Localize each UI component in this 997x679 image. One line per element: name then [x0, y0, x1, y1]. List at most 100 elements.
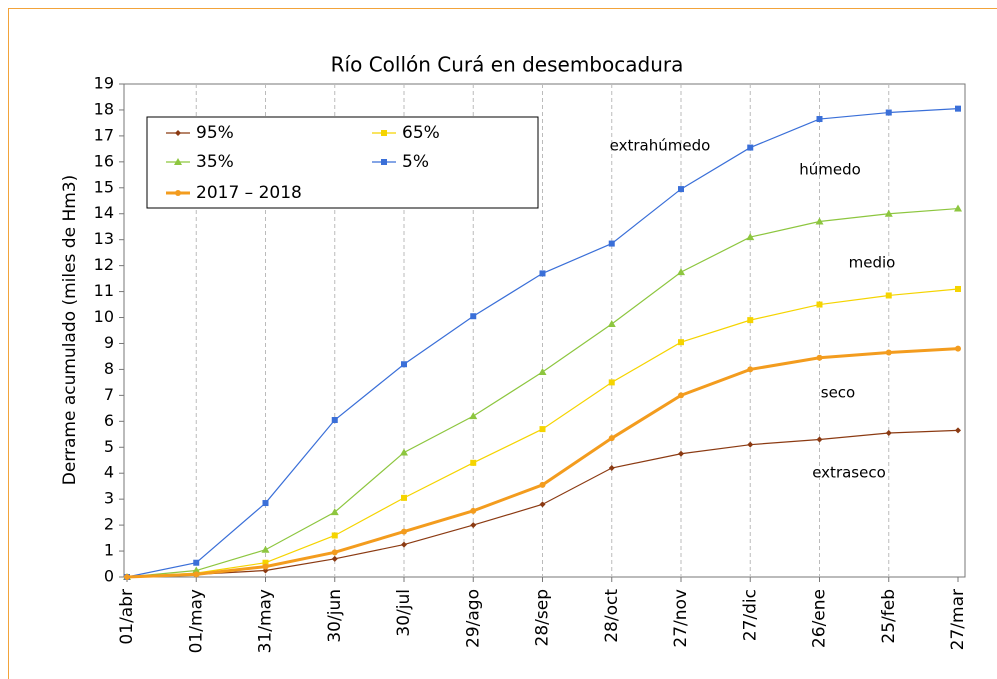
marker	[747, 366, 754, 373]
marker	[678, 392, 684, 399]
marker	[884, 209, 893, 217]
marker	[175, 190, 181, 196]
marker	[816, 301, 823, 308]
annotation: extraseco	[812, 464, 886, 482]
y-tick-label: 19	[94, 74, 114, 93]
marker	[954, 204, 962, 212]
y-tick-label: 6	[104, 411, 114, 430]
y-tick-label: 17	[94, 125, 114, 144]
marker	[608, 240, 615, 247]
marker	[816, 436, 823, 443]
marker	[193, 571, 200, 578]
marker	[816, 354, 823, 361]
marker	[955, 285, 961, 292]
y-tick-label: 2	[104, 515, 114, 534]
y-tick-label: 5	[104, 437, 114, 456]
marker	[747, 317, 754, 324]
marker	[885, 109, 892, 116]
marker	[955, 345, 961, 352]
y-tick-label: 15	[94, 177, 114, 196]
marker	[175, 130, 181, 136]
x-tick-label: 01/abr	[117, 589, 137, 645]
chart-title: Río Collón Curá en desembocadura	[331, 53, 684, 77]
annotation: medio	[849, 254, 896, 272]
marker	[816, 116, 823, 123]
y-tick-label: 8	[104, 359, 114, 378]
marker	[885, 292, 892, 299]
marker	[608, 379, 615, 386]
marker	[192, 566, 201, 574]
marker	[262, 559, 269, 566]
y-tick-label: 0	[104, 567, 114, 586]
marker	[885, 349, 892, 356]
x-tick-label: 27/dic	[740, 589, 760, 641]
x-tick-label: 27/mar	[948, 589, 968, 650]
marker	[469, 412, 478, 420]
marker	[470, 522, 477, 529]
marker	[538, 368, 547, 376]
marker	[470, 459, 477, 466]
annotation: húmedo	[799, 161, 861, 179]
marker	[539, 426, 546, 433]
marker	[174, 158, 182, 165]
marker	[262, 500, 269, 507]
x-tick-label: 30/jun	[325, 589, 345, 643]
x-tick-label: 29/ago	[463, 589, 483, 648]
marker	[747, 144, 754, 151]
marker	[193, 559, 200, 566]
y-tick-label: 4	[104, 463, 114, 482]
legend-box	[146, 116, 539, 209]
marker	[470, 313, 477, 320]
marker	[262, 563, 269, 570]
annotation: seco	[821, 384, 855, 402]
y-tick-label: 16	[94, 151, 114, 170]
marker	[470, 507, 477, 514]
x-tick-label: 27/nov	[671, 589, 691, 648]
marker	[747, 441, 754, 448]
marker	[331, 555, 338, 562]
x-tick-label: 26/ene	[810, 589, 830, 648]
marker	[381, 159, 387, 165]
marker	[955, 427, 961, 434]
marker	[401, 528, 407, 535]
x-tick-label: 30/jul	[394, 589, 414, 637]
marker	[678, 339, 684, 346]
y-tick-label: 3	[104, 489, 114, 508]
marker	[381, 130, 387, 136]
marker	[539, 481, 546, 488]
y-tick-label: 14	[94, 203, 114, 222]
marker	[815, 217, 824, 225]
x-tick-label: 31/may	[256, 589, 276, 653]
legend-label: 65%	[402, 123, 440, 143]
marker	[539, 270, 546, 277]
y-tick-label: 1	[104, 541, 114, 560]
marker	[608, 435, 615, 442]
marker	[885, 429, 892, 436]
marker	[401, 494, 407, 501]
marker	[678, 450, 684, 457]
marker	[331, 549, 338, 556]
marker	[401, 541, 407, 548]
legend-label: 5%	[402, 152, 429, 172]
marker	[331, 417, 338, 424]
marker	[330, 508, 339, 516]
x-tick-label: 01/may	[186, 589, 206, 653]
y-axis-label: Derrame acumulado (miles de Hm3)	[60, 175, 80, 485]
y-tick-label: 7	[104, 385, 114, 404]
marker	[746, 233, 755, 241]
y-tick-label: 18	[94, 99, 114, 118]
legend-label: 95%	[196, 123, 234, 143]
marker	[607, 320, 616, 328]
marker	[539, 501, 546, 508]
marker	[608, 465, 615, 472]
legend-label: 2017 – 2018	[196, 183, 302, 203]
y-tick-label: 9	[104, 333, 114, 352]
marker	[400, 448, 408, 456]
x-tick-label: 28/sep	[533, 589, 553, 646]
marker	[401, 361, 407, 368]
y-tick-label: 10	[94, 307, 114, 326]
marker	[261, 545, 270, 553]
legend-label: 35%	[196, 152, 234, 172]
y-tick-label: 13	[94, 229, 114, 248]
